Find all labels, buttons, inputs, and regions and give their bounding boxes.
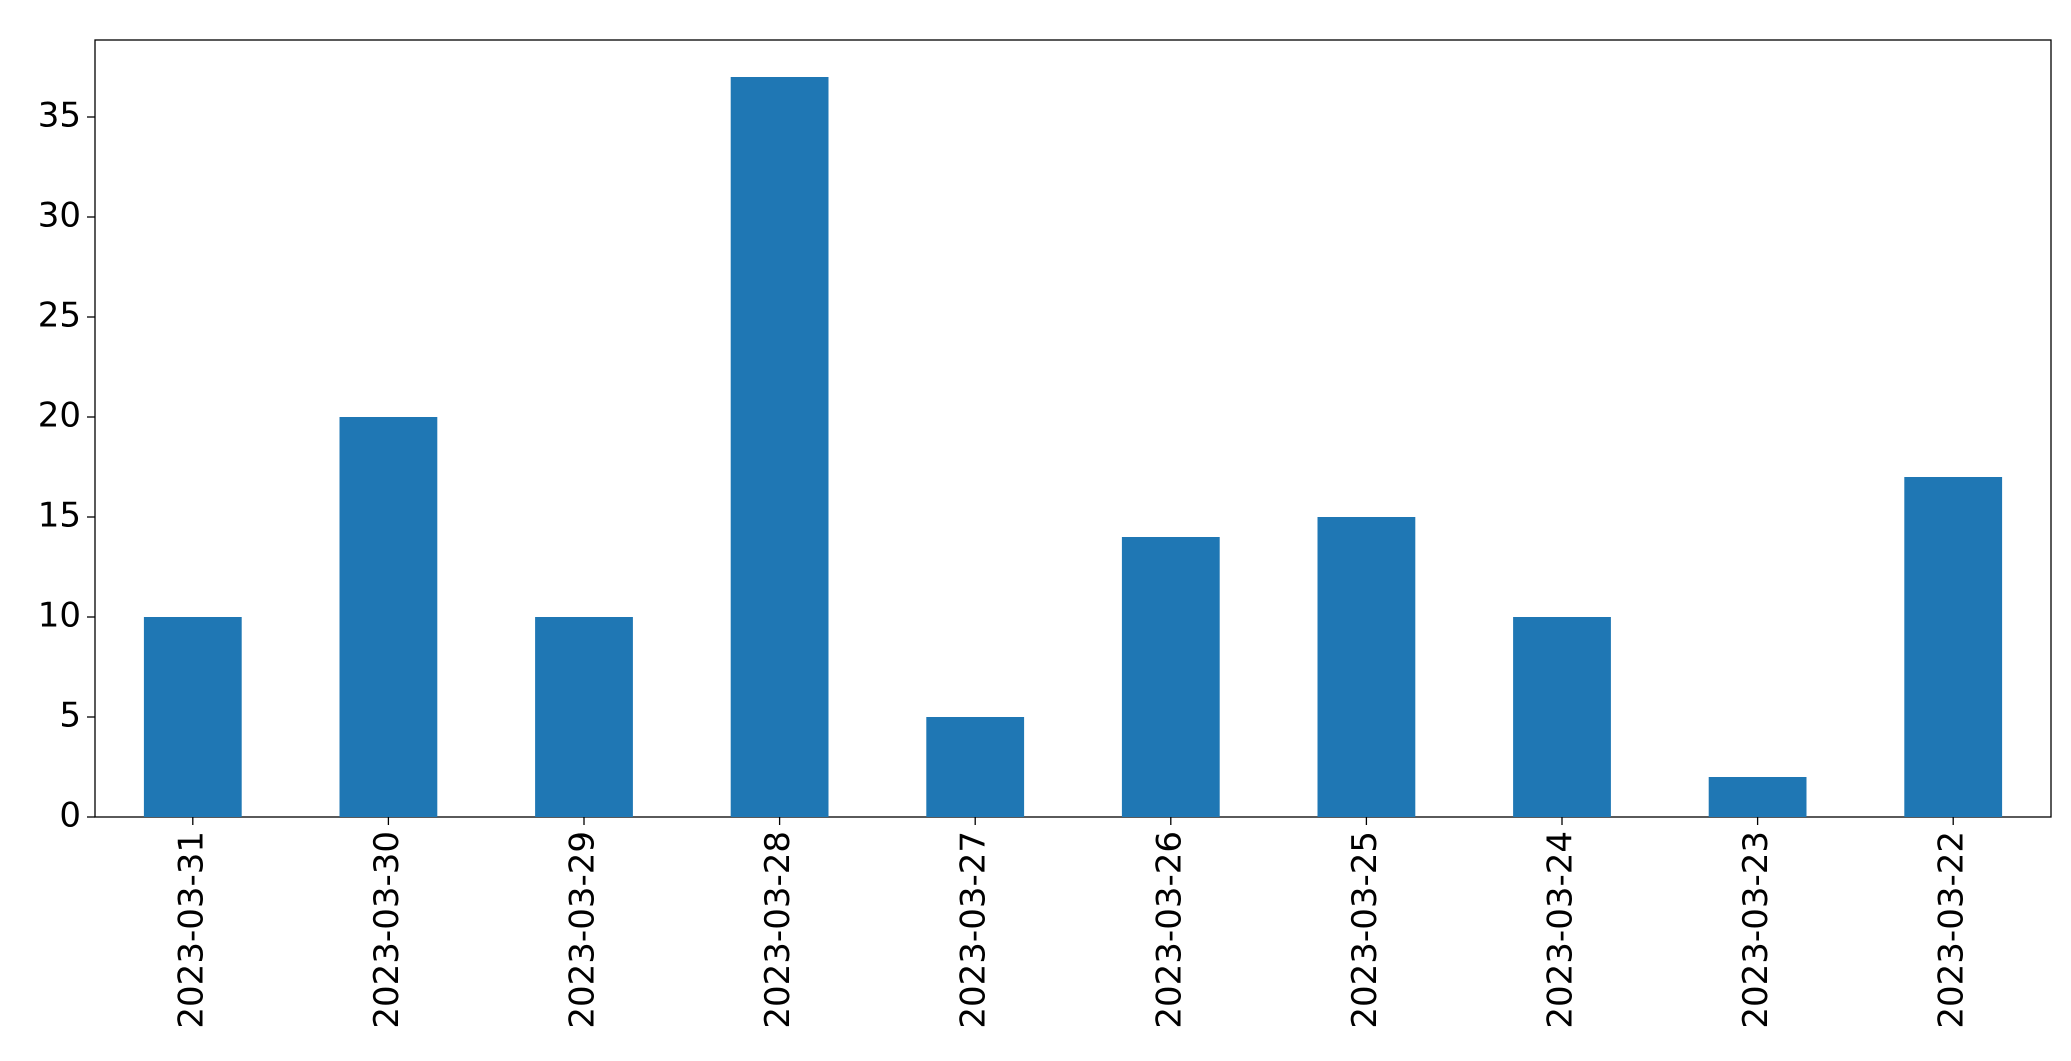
x-tick-label: 2023-03-23 bbox=[1736, 831, 1776, 1029]
x-tick-label: 2023-03-22 bbox=[1932, 831, 1972, 1029]
y-tick-label: 0 bbox=[59, 796, 81, 836]
bar bbox=[1513, 617, 1611, 817]
bar bbox=[1708, 777, 1807, 817]
x-tick-label: 2023-03-29 bbox=[563, 831, 603, 1029]
y-tick-label: 30 bbox=[38, 196, 81, 236]
bar bbox=[143, 617, 242, 817]
x-tick-label: 2023-03-30 bbox=[367, 831, 407, 1029]
bar bbox=[535, 617, 633, 817]
y-tick-label: 15 bbox=[38, 496, 81, 536]
bar bbox=[1317, 517, 1416, 817]
x-tick-label: 2023-03-26 bbox=[1149, 831, 1189, 1029]
bar bbox=[1904, 477, 2003, 817]
axes-frame bbox=[94, 39, 2052, 818]
y-tick-label: 10 bbox=[38, 596, 81, 636]
y-tick-label: 25 bbox=[38, 296, 81, 336]
y-tick-label: 20 bbox=[38, 396, 81, 436]
x-tick-label: 2023-03-31 bbox=[171, 831, 211, 1029]
bar bbox=[730, 77, 829, 817]
y-tick-label: 5 bbox=[59, 696, 81, 736]
x-tick-label: 2023-03-25 bbox=[1345, 831, 1385, 1029]
bar bbox=[926, 717, 1025, 817]
bar bbox=[1121, 537, 1220, 817]
bar bbox=[339, 417, 438, 817]
x-tick-label: 2023-03-24 bbox=[1541, 831, 1581, 1029]
x-tick-label: 2023-03-27 bbox=[954, 831, 994, 1029]
y-tick-label: 35 bbox=[38, 96, 81, 136]
x-tick-label: 2023-03-28 bbox=[758, 831, 798, 1029]
